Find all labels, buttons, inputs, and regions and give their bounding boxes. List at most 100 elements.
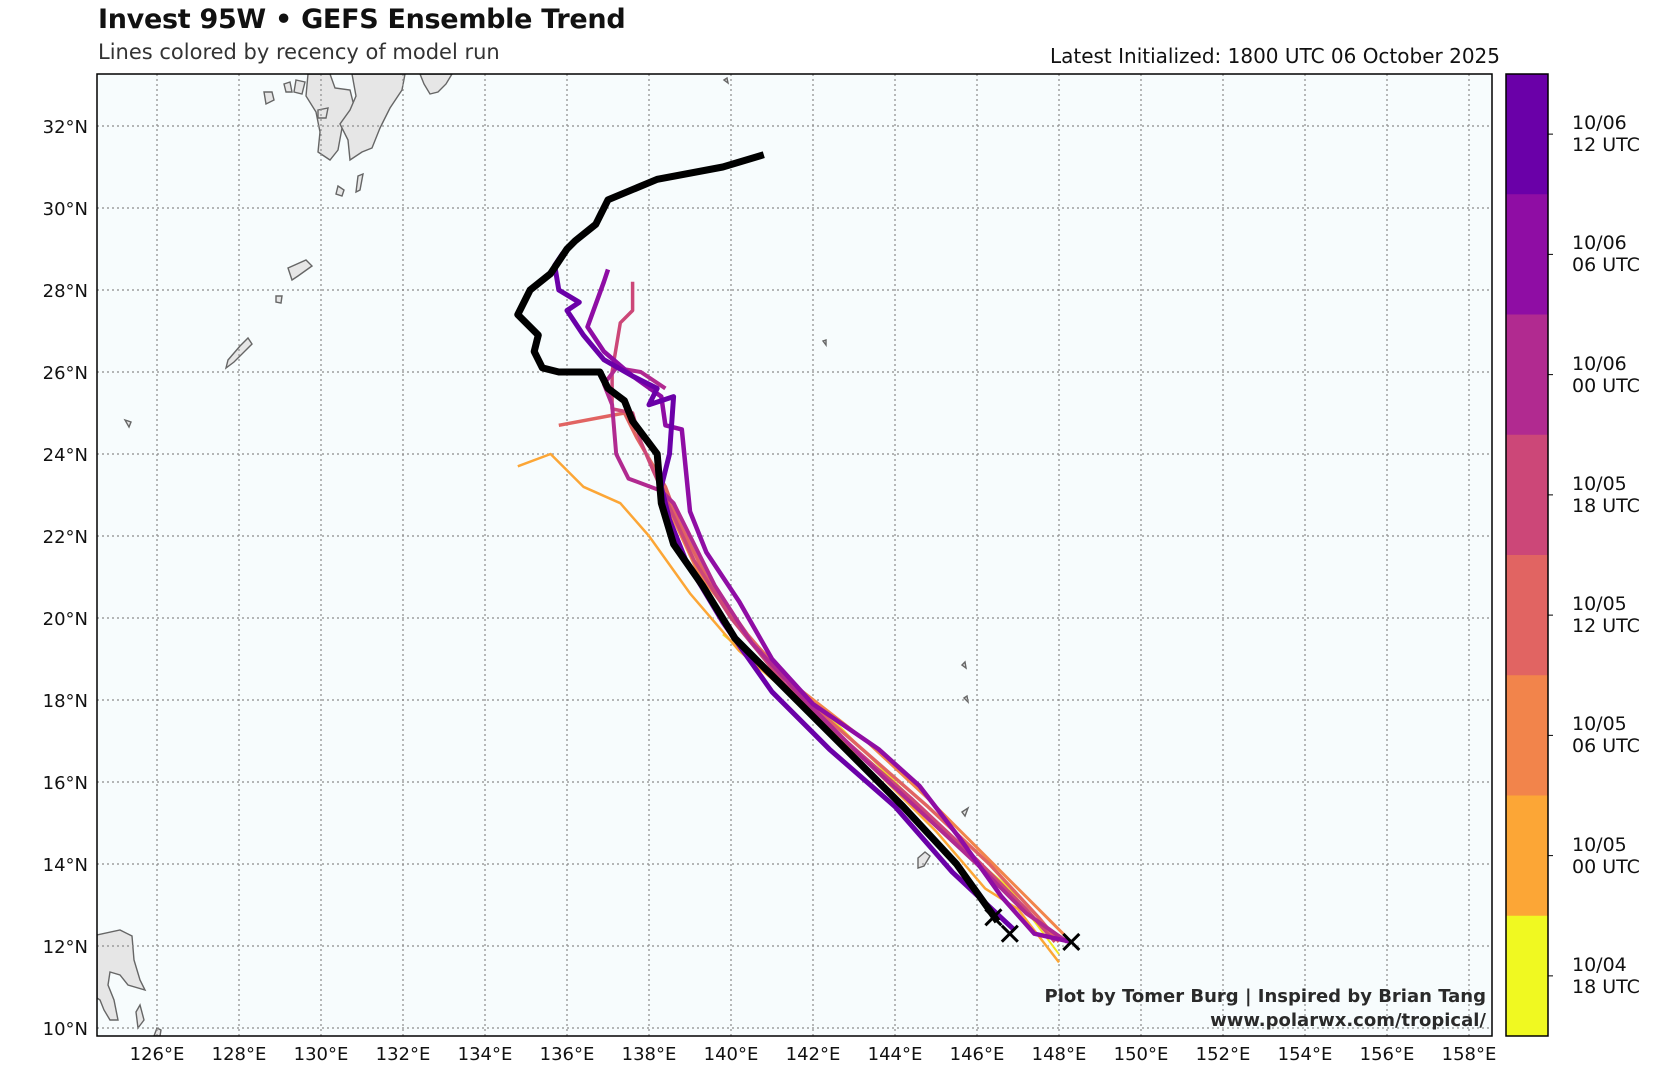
colorbar-bin xyxy=(1506,194,1548,315)
track-line xyxy=(585,268,1072,945)
landmass xyxy=(917,851,931,869)
landmass xyxy=(960,806,970,818)
colorbar-label: 10/05 06 UTC xyxy=(1572,713,1640,757)
landmass xyxy=(135,1003,145,1030)
colorbar-label: 10/06 06 UTC xyxy=(1572,232,1640,276)
y-axis-ticks: 10°N 12°N 14°N 16°N 18°N 20°N 22°N 24°N 26°N 28°N… xyxy=(43,117,88,1040)
y-tick-label: 32°N xyxy=(43,117,88,138)
colorbar-label-time: 00 UTC xyxy=(1572,374,1640,397)
landmass xyxy=(275,295,283,304)
x-marker xyxy=(1062,932,1081,951)
y-tick-label: 24°N xyxy=(43,445,88,466)
landmass xyxy=(355,172,364,194)
landmass xyxy=(305,74,356,161)
landmass xyxy=(287,259,314,282)
colorbar-label: 10/05 12 UTC xyxy=(1572,593,1640,637)
y-tick-label: 26°N xyxy=(43,363,88,384)
colorbar-label: 10/04 18 UTC xyxy=(1572,954,1640,998)
landmass xyxy=(224,336,253,370)
x-tick-label: 130°E xyxy=(294,1044,349,1065)
land-layer xyxy=(97,74,970,1036)
colorbar-label-date: 10/05 xyxy=(1572,472,1627,495)
y-tick-label: 18°N xyxy=(43,691,88,712)
x-tick-label: 136°E xyxy=(540,1044,595,1065)
landmass xyxy=(123,418,132,429)
x-tick-label: 128°E xyxy=(212,1044,267,1065)
colorbar-label-time: 06 UTC xyxy=(1572,254,1640,277)
colorbar-label: 10/05 18 UTC xyxy=(1572,473,1640,517)
colorbar-label-date: 10/05 xyxy=(1572,593,1627,616)
x-tick-label: 138°E xyxy=(622,1044,677,1065)
track-line xyxy=(552,251,1016,932)
credit-url: www.polarwx.com/tropical/ xyxy=(1210,1010,1486,1031)
colorbar-label-time: 00 UTC xyxy=(1572,855,1640,878)
y-tick-label: 28°N xyxy=(43,281,88,302)
x-tick-label: 142°E xyxy=(786,1044,841,1065)
x-marker-stroke xyxy=(1000,924,1019,943)
landmass xyxy=(283,81,293,93)
landmass xyxy=(339,74,406,162)
x-tick-label: 154°E xyxy=(1278,1044,1333,1065)
track-lines xyxy=(514,151,1072,964)
track-line xyxy=(610,281,1057,944)
landmass xyxy=(419,74,453,95)
chart-title: Invest 95W • GEFS Ensemble Trend xyxy=(98,4,626,35)
landmass xyxy=(335,184,345,197)
y-tick-label: 30°N xyxy=(43,199,88,220)
colorbar-bin xyxy=(1506,675,1548,796)
x-tick-label: 150°E xyxy=(1114,1044,1169,1065)
gridlines xyxy=(97,74,1492,1036)
landmass xyxy=(97,929,147,1021)
x-axis-ticks: 126°E 128°E 130°E 132°E 134°E 136°E 138°E 140°E… xyxy=(130,1044,1497,1065)
colorbar xyxy=(1505,73,1553,1037)
landmass xyxy=(293,79,306,95)
y-tick-label: 16°N xyxy=(43,773,88,794)
colorbar-label-time: 12 UTC xyxy=(1572,615,1640,638)
track-line xyxy=(514,151,1001,924)
x-marker xyxy=(1000,924,1019,943)
colorbar-bin xyxy=(1506,434,1548,556)
colorbar-label-date: 10/06 xyxy=(1572,352,1627,375)
landmass xyxy=(960,660,967,670)
x-marker-stroke xyxy=(984,908,1003,927)
x-tick-label: 156°E xyxy=(1360,1044,1415,1065)
x-tick-label: 158°E xyxy=(1442,1044,1497,1065)
ocean-background xyxy=(97,74,1492,1036)
colorbar-label-date: 10/06 xyxy=(1572,232,1627,255)
y-tick-label: 14°N xyxy=(43,855,88,876)
colorbar-label-date: 10/05 xyxy=(1572,833,1627,856)
colorbar-label-time: 18 UTC xyxy=(1572,494,1640,517)
x-tick-label: 152°E xyxy=(1196,1044,1251,1065)
landmass xyxy=(821,339,827,348)
colorbar-label-time: 06 UTC xyxy=(1572,735,1640,758)
x-tick-label: 132°E xyxy=(376,1044,431,1065)
colorbar-label: 10/06 00 UTC xyxy=(1572,353,1640,397)
x-tick-label: 148°E xyxy=(1032,1044,1087,1065)
colorbar-frame xyxy=(1505,73,1549,1037)
map-frame xyxy=(96,73,1493,1037)
y-tick-label: 12°N xyxy=(43,937,88,958)
y-tick-label: 10°N xyxy=(43,1019,88,1040)
landmass xyxy=(263,91,275,106)
colorbar-label-date: 10/06 xyxy=(1572,112,1627,135)
landmass xyxy=(153,1027,162,1036)
credit-author: Plot by Tomer Burg | Inspired by Brian T… xyxy=(1044,986,1486,1007)
colorbar-bin xyxy=(1506,74,1548,195)
colorbar-bin xyxy=(1506,915,1548,1037)
colorbar-bin xyxy=(1506,555,1548,676)
x-tick-label: 134°E xyxy=(458,1044,513,1065)
y-tick-label: 22°N xyxy=(43,527,88,548)
colorbar-bin xyxy=(1506,314,1548,436)
x-marker-stroke xyxy=(1062,932,1081,951)
colorbar-label-date: 10/05 xyxy=(1572,713,1627,736)
x-tick-label: 126°E xyxy=(130,1044,185,1065)
end-markers xyxy=(984,908,1081,951)
colorbar-label: 10/05 00 UTC xyxy=(1572,834,1640,878)
colorbar-label: 10/06 12 UTC xyxy=(1572,112,1640,156)
track-line xyxy=(517,452,1060,964)
x-tick-label: 146°E xyxy=(950,1044,1005,1065)
latest-initialized-label: Latest Initialized: 1800 UTC 06 October … xyxy=(1049,44,1500,68)
x-tick-label: 140°E xyxy=(704,1044,759,1065)
chart-subtitle: Lines colored by recency of model run xyxy=(98,40,500,64)
